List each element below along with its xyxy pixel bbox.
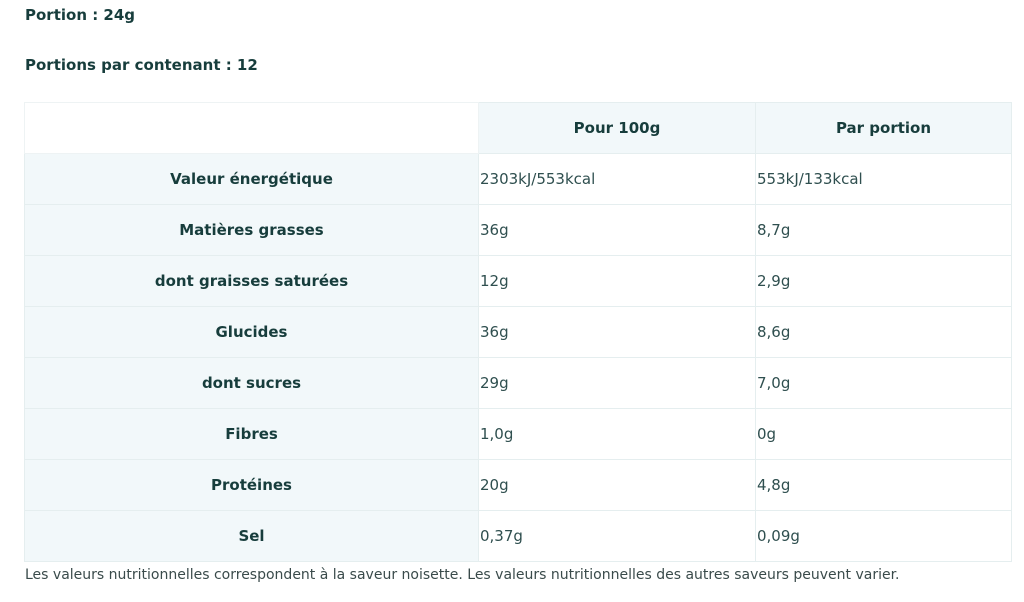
cell-per-100g: 29g xyxy=(478,357,756,409)
nutrition-table-header: Pour 100g Par portion xyxy=(24,102,1012,154)
portion-size: Portion : 24g xyxy=(25,6,136,24)
value-text: 36g xyxy=(480,221,509,239)
cell-per-portion: 8,6g xyxy=(755,306,1012,358)
cell-per-100g: 0,37g xyxy=(478,510,756,562)
value-text: 2,9g xyxy=(757,272,791,290)
cell-per-portion: 553kJ/133kcal xyxy=(755,153,1012,205)
row-label-fat: Matières grasses xyxy=(24,204,479,256)
nutrition-table: Pour 100g Par portion Valeur énergétique… xyxy=(24,102,1012,562)
cell-per-portion: 0g xyxy=(755,408,1012,460)
value-text: 12g xyxy=(480,272,509,290)
value-text: 553kJ/133kcal xyxy=(757,170,863,188)
cell-per-100g: 12g xyxy=(478,255,756,307)
value-text: 36g xyxy=(480,323,509,341)
row-label-fibre: Fibres xyxy=(24,408,479,460)
table-row: dont graisses saturées 12g 2,9g xyxy=(24,255,1012,307)
value-text: 2303kJ/553kcal xyxy=(480,170,596,188)
value-text: 0,37g xyxy=(480,527,523,545)
cell-per-100g: 36g xyxy=(478,306,756,358)
nutrition-table-body: Valeur énergétique 2303kJ/553kcal 553kJ/… xyxy=(24,153,1012,562)
column-header-per-portion: Par portion xyxy=(755,102,1012,154)
value-text: 4,8g xyxy=(757,476,791,494)
footnote: Les valeurs nutritionnelles corresponden… xyxy=(25,567,900,583)
table-row: Matières grasses 36g 8,7g xyxy=(24,204,1012,256)
cell-per-portion: 2,9g xyxy=(755,255,1012,307)
row-label-saturated-fat: dont graisses saturées xyxy=(24,255,479,307)
table-row: dont sucres 29g 7,0g xyxy=(24,357,1012,409)
value-text: 0,09g xyxy=(757,527,800,545)
value-text: 7,0g xyxy=(757,374,791,392)
table-row: Valeur énergétique 2303kJ/553kcal 553kJ/… xyxy=(24,153,1012,205)
column-header-per-100g: Pour 100g xyxy=(478,102,756,154)
cell-per-portion: 4,8g xyxy=(755,459,1012,511)
cell-per-portion: 7,0g xyxy=(755,357,1012,409)
cell-per-100g: 1,0g xyxy=(478,408,756,460)
table-row: Sel 0,37g 0,09g xyxy=(24,510,1012,562)
row-label-sugars: dont sucres xyxy=(24,357,479,409)
header-corner-cell xyxy=(24,102,479,154)
table-row: Glucides 36g 8,6g xyxy=(24,306,1012,358)
row-label-salt: Sel xyxy=(24,510,479,562)
portions-per-container: Portions par contenant : 12 xyxy=(25,56,258,74)
table-row: Fibres 1,0g 0g xyxy=(24,408,1012,460)
value-text: 0g xyxy=(757,425,777,443)
value-text: 1,0g xyxy=(480,425,514,443)
cell-per-100g: 36g xyxy=(478,204,756,256)
value-text: 29g xyxy=(480,374,509,392)
cell-per-portion: 8,7g xyxy=(755,204,1012,256)
value-text: 8,7g xyxy=(757,221,791,239)
header-row: Pour 100g Par portion xyxy=(24,102,1012,154)
cell-per-100g: 20g xyxy=(478,459,756,511)
cell-per-portion: 0,09g xyxy=(755,510,1012,562)
cell-per-100g: 2303kJ/553kcal xyxy=(478,153,756,205)
row-label-carbohydrates: Glucides xyxy=(24,306,479,358)
value-text: 8,6g xyxy=(757,323,791,341)
table-row: Protéines 20g 4,8g xyxy=(24,459,1012,511)
row-label-energy: Valeur énergétique xyxy=(24,153,479,205)
value-text: 20g xyxy=(480,476,509,494)
row-label-protein: Protéines xyxy=(24,459,479,511)
